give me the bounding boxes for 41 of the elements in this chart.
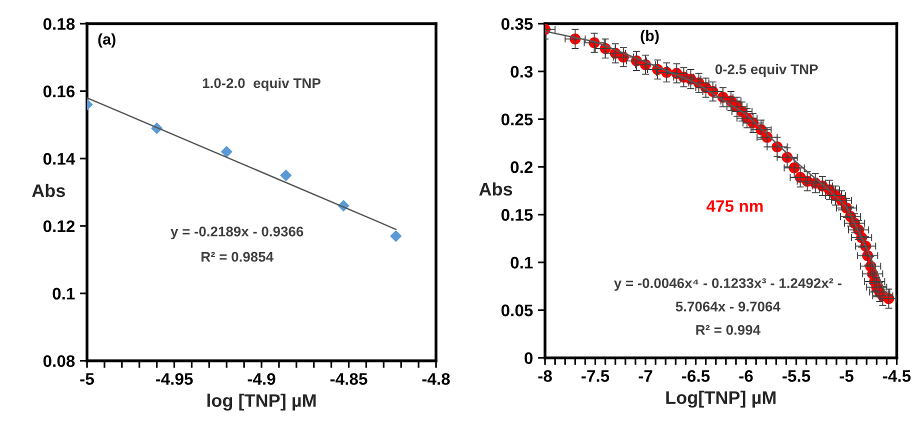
y-tick-label: 0.15	[501, 209, 533, 221]
annotation: R² = 0.994	[696, 325, 760, 335]
x-tick-label: -5	[840, 370, 854, 382]
annotation: 1.0-2.0 equiv TNP	[202, 78, 320, 91]
annotation: 0-2.5 equiv TNP	[715, 64, 818, 77]
x-tick-label: -4.85	[330, 373, 368, 385]
y-tick-label: 0.08	[43, 355, 75, 368]
y-tick-label: 0.1	[52, 288, 75, 300]
y-tick-label: 0.16	[43, 86, 75, 98]
y-tick-label: 0.18	[43, 18, 75, 30]
annotation: R² = 0.9854	[202, 252, 274, 262]
y-tick-label: 0.12	[43, 220, 75, 232]
y-axis-title: Abs	[32, 184, 65, 198]
x-tick-label: -6.5	[682, 370, 710, 382]
annotation: 5.7064x - 9.7064	[676, 302, 780, 312]
x-tick-label: -7.5	[582, 370, 610, 382]
y-tick-label: 0.05	[501, 304, 533, 316]
x-tick-label: -4.95	[156, 373, 193, 385]
annotation: (b)	[640, 30, 659, 44]
x-tick-label: -5	[80, 373, 94, 385]
y-tick-label: 0.3	[510, 66, 533, 78]
x-tick-label: -8	[538, 370, 552, 382]
annotation: 475 nm	[706, 200, 763, 212]
x-axis-title: log [TNP] µM	[207, 394, 316, 411]
x-tick-label: -7	[638, 370, 652, 382]
y-axis-title: Abs	[479, 182, 512, 196]
x-tick-label: -5.5	[782, 370, 810, 382]
y-tick-label: 0.1	[510, 256, 533, 269]
y-tick-label: 0.2	[510, 161, 533, 174]
y-tick-label: 0.25	[501, 114, 533, 126]
annotation: y = -0.2189x - 0.9366	[170, 226, 304, 240]
x-tick-label: -6	[739, 370, 753, 382]
x-axis-title: Log[TNP] µM	[666, 390, 776, 408]
annotation: (a)	[98, 33, 116, 48]
x-tick-label: -4.5	[883, 370, 911, 382]
y-tick-label: 0.35	[501, 18, 533, 30]
x-tick-label: -4.8	[422, 373, 450, 385]
annotation: y = -0.0046x⁴ - 0.1233x³ - 1.2492x² -	[614, 278, 842, 291]
y-tick-label: 0	[524, 352, 533, 364]
y-tick-label: 0.14	[43, 152, 76, 165]
x-tick-label: -4.9	[248, 373, 276, 385]
